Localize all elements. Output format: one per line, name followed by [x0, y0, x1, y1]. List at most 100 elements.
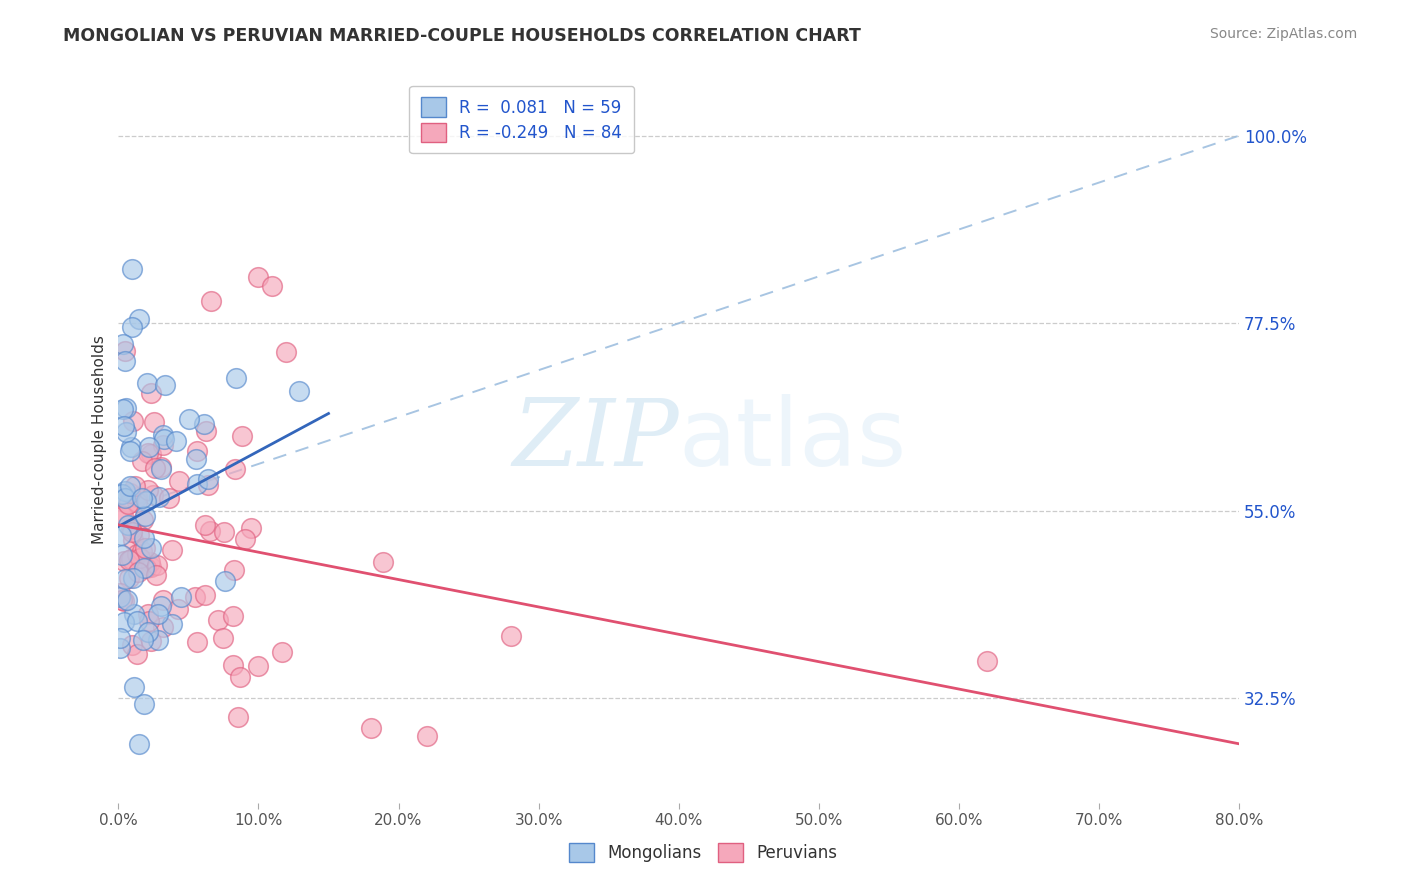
Point [121, 262, 143, 277]
Point [108, 641, 131, 656]
Point [110, 527, 132, 541]
Point [136, 446, 159, 460]
Point [415, 729, 437, 743]
Point [152, 437, 174, 451]
Point [118, 478, 141, 492]
Legend: R =  0.081   N = 59, R = -0.249   N = 84: R = 0.081 N = 59, R = -0.249 N = 84 [409, 86, 634, 153]
Point [162, 617, 184, 632]
Point [111, 592, 134, 607]
Point [145, 567, 167, 582]
Point [120, 551, 142, 566]
Point [207, 613, 229, 627]
Point [976, 654, 998, 668]
Point [128, 737, 150, 751]
Point [148, 490, 170, 504]
Point [135, 560, 157, 574]
Point [247, 270, 270, 285]
Point [149, 462, 172, 476]
Point [124, 479, 146, 493]
Point [127, 547, 149, 561]
Point [110, 508, 132, 522]
Point [177, 412, 200, 426]
Point [225, 371, 247, 385]
Point [138, 440, 160, 454]
Point [143, 460, 166, 475]
Point [195, 424, 218, 438]
Point [134, 509, 156, 524]
Text: MONGOLIAN VS PERUVIAN MARRIED-COUPLE HOUSEHOLDS CORRELATION CHART: MONGOLIAN VS PERUVIAN MARRIED-COUPLE HOU… [63, 27, 860, 45]
Point [212, 524, 235, 539]
Point [118, 571, 141, 585]
Point [247, 659, 270, 673]
Point [118, 553, 141, 567]
Point [142, 416, 165, 430]
Point [194, 518, 217, 533]
Point [125, 614, 148, 628]
Point [214, 574, 236, 588]
Point [111, 548, 134, 562]
Point [371, 555, 394, 569]
Text: ZIP: ZIP [512, 395, 679, 485]
Point [134, 697, 156, 711]
Point [122, 680, 145, 694]
Point [114, 483, 136, 498]
Point [114, 491, 136, 505]
Point [111, 509, 134, 524]
Point [134, 561, 156, 575]
Point [132, 632, 155, 647]
Point [139, 386, 162, 401]
Point [139, 447, 162, 461]
Point [197, 478, 219, 492]
Point [125, 647, 148, 661]
Point [146, 558, 169, 572]
Point [146, 632, 169, 647]
Point [222, 608, 245, 623]
Point [499, 629, 522, 643]
Point [148, 607, 170, 621]
Point [152, 620, 174, 634]
Point [136, 607, 159, 621]
Point [186, 444, 208, 458]
Point [152, 428, 174, 442]
Point [167, 601, 190, 615]
Point [233, 532, 256, 546]
Point [111, 487, 134, 501]
Point [270, 645, 292, 659]
Point [200, 524, 222, 538]
Point [222, 658, 245, 673]
Point [153, 378, 176, 392]
Point [157, 491, 180, 505]
Point [197, 472, 219, 486]
Point [222, 563, 245, 577]
Point [134, 541, 156, 555]
Point [121, 638, 143, 652]
Point [186, 634, 208, 648]
Point [212, 631, 235, 645]
Point [114, 573, 136, 587]
Point [112, 594, 135, 608]
Point [125, 491, 148, 505]
Point [121, 320, 143, 334]
Point [112, 615, 135, 629]
Legend: Mongolians, Peruvians: Mongolians, Peruvians [561, 834, 845, 871]
Point [149, 599, 172, 614]
Point [231, 429, 253, 443]
Point [122, 571, 145, 585]
Point [193, 417, 215, 431]
Point [128, 312, 150, 326]
Point [121, 524, 143, 539]
Point [114, 401, 136, 416]
Point [131, 491, 153, 506]
Point [114, 425, 136, 440]
Point [112, 418, 135, 433]
Point [128, 528, 150, 542]
Point [131, 454, 153, 468]
Point [153, 432, 176, 446]
Point [149, 460, 172, 475]
Point [224, 462, 246, 476]
Point [288, 384, 311, 398]
Point [111, 337, 134, 351]
Text: atlas: atlas [679, 394, 907, 486]
Point [276, 345, 298, 359]
Point [111, 402, 134, 417]
